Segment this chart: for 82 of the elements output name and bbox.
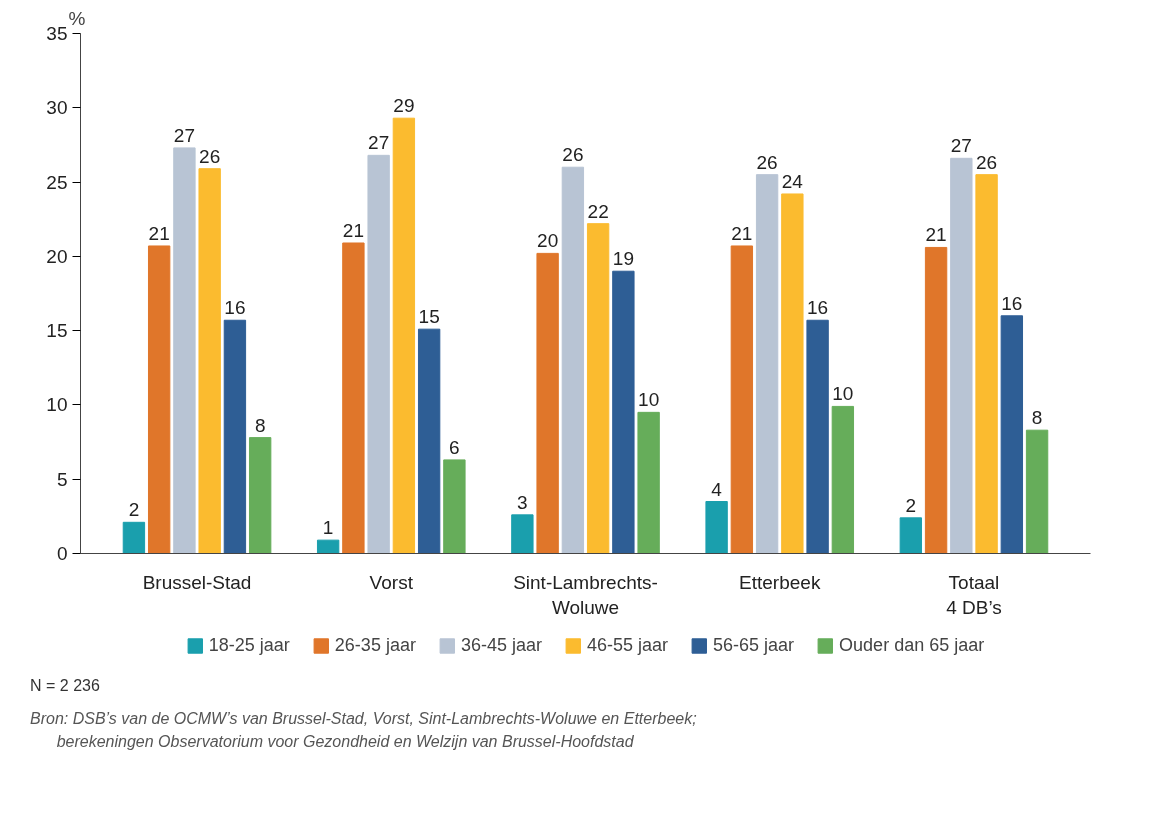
bar <box>586 223 610 554</box>
bar <box>831 405 855 554</box>
y-tick-label: 30 <box>46 97 68 119</box>
y-tick-label: 20 <box>46 245 68 267</box>
x-tick-label: Vorst <box>369 571 414 593</box>
bar <box>223 319 247 554</box>
text: Bron: DSB’s van de OCMW’s van Brussel-Stad, Vorst, Sint-Lambrechts-Woluwe en Etterbeek; berekeningen Observatorium voor Gezondheid en Welzijn van Brussel-Hoofdstad <box>30 708 697 752</box>
data-label: 16 <box>224 297 246 319</box>
y-tick-label: 5 <box>56 468 68 490</box>
data-label: 3 <box>517 491 528 513</box>
legend-label: 18-25 jaar <box>208 634 290 656</box>
y-tick-label: 25 <box>46 171 68 193</box>
x-tick-label: Sint-Lambrechts- Woluwe <box>513 571 658 618</box>
legend-label: 26-35 jaar <box>334 634 416 656</box>
data-label: 10 <box>832 383 854 405</box>
data-label: 4 <box>711 478 723 500</box>
data-label: 10 <box>638 389 660 411</box>
bar <box>198 168 221 554</box>
data-label: 26 <box>756 151 778 173</box>
y-tick-label: 35 <box>46 23 68 44</box>
bar <box>730 245 754 554</box>
bar <box>417 328 441 554</box>
bar <box>511 514 534 554</box>
bar <box>1000 315 1024 554</box>
bar <box>316 539 340 554</box>
data-label: 1 <box>322 517 334 539</box>
bar <box>443 459 466 554</box>
bar <box>806 319 829 554</box>
legend-label: 56-65 jaar <box>713 634 795 656</box>
data-label: 27 <box>950 135 972 157</box>
bar <box>342 242 365 554</box>
data-label: 2 <box>128 499 140 521</box>
legend-label: Ouder dan 65 jaar <box>839 634 985 656</box>
bar <box>612 270 635 554</box>
data-label: 24 <box>781 170 804 192</box>
data-label: 21 <box>342 219 364 241</box>
data-label: 27 <box>173 124 195 146</box>
data-label: 16 <box>1001 292 1023 314</box>
data-label: 21 <box>731 222 753 244</box>
bar <box>705 501 728 554</box>
y-tick-label: 10 <box>46 394 68 416</box>
data-label: 27 <box>368 132 390 154</box>
bar <box>755 174 779 554</box>
data-label: 20 <box>537 230 559 252</box>
data-label: 19 <box>612 248 634 270</box>
data-label: 26 <box>562 144 584 166</box>
data-label: 21 <box>925 224 947 246</box>
bar <box>122 521 146 554</box>
y-tick-label: 15 <box>46 320 68 342</box>
bar <box>975 174 998 554</box>
bar <box>536 252 559 554</box>
y-tick-label: 0 <box>56 543 68 564</box>
bar <box>899 517 923 554</box>
data-label: 2 <box>905 494 917 516</box>
data-label: 22 <box>587 200 609 222</box>
x-tick-label: Brussel-Stad <box>142 571 252 593</box>
data-label: 15 <box>418 306 440 328</box>
bar <box>367 154 390 554</box>
bar <box>392 117 416 554</box>
data-label: 21 <box>148 222 170 244</box>
legend-label: 46-55 jaar <box>586 634 669 656</box>
bar <box>561 166 585 554</box>
bar <box>147 245 171 554</box>
data-label: 29 <box>393 95 415 117</box>
y-axis-title: % <box>68 7 86 29</box>
x-tick-label: Totaal 4 DB’s <box>946 571 1002 618</box>
data-label: 8 <box>1031 407 1043 429</box>
bar <box>173 147 196 554</box>
bar <box>248 437 272 554</box>
bar <box>781 193 804 554</box>
x-tick-label: Etterbeek <box>739 571 821 593</box>
legend-label: 36-45 jaar <box>460 634 542 656</box>
data-label: 6 <box>449 436 460 458</box>
bar <box>950 157 973 554</box>
data-label: 8 <box>254 414 266 436</box>
bar <box>637 411 660 554</box>
bar <box>924 246 948 554</box>
bar <box>1025 429 1049 554</box>
data-label: 16 <box>807 297 829 319</box>
data-label: 26 <box>976 151 998 173</box>
data-label: 26 <box>199 145 221 167</box>
text: N = 2 236 <box>30 676 100 696</box>
